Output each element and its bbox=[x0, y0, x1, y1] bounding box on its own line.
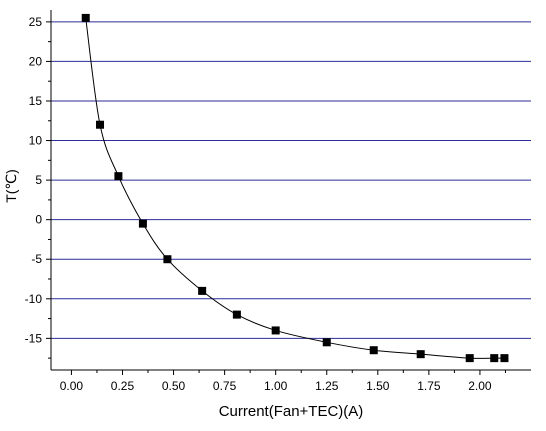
data-point-10 bbox=[416, 350, 425, 359]
x-tick-label-4: 1.00 bbox=[264, 379, 288, 393]
y-tick-label-0: -15 bbox=[25, 331, 43, 345]
grid-layer bbox=[51, 21, 531, 339]
ticks-layer: -15 -10 -5 0 5 10 15 20 25 0.00 0.25 0.50 0.75 1.00 1.… bbox=[25, 15, 506, 393]
data-point-11 bbox=[465, 354, 474, 363]
x-tick-label-8: 2.00 bbox=[468, 379, 492, 393]
data-point-13 bbox=[500, 354, 509, 363]
curve-layer bbox=[85, 17, 505, 359]
data-point-5 bbox=[198, 286, 207, 295]
y-tick-label-5: 10 bbox=[29, 134, 43, 148]
x-tick-label-1: 0.25 bbox=[111, 379, 135, 393]
data-point-3 bbox=[138, 219, 147, 228]
x-tick-label-3: 0.75 bbox=[213, 379, 237, 393]
x-tick-label-6: 1.50 bbox=[366, 379, 390, 393]
data-point-0 bbox=[81, 13, 90, 22]
y-tick-label-8: 25 bbox=[29, 15, 43, 29]
data-point-4 bbox=[163, 255, 172, 264]
x-axis-title: Current(Fan+TEC)(A) bbox=[219, 403, 364, 420]
x-tick-label-7: 1.75 bbox=[417, 379, 441, 393]
x-tick-label-0: 0.00 bbox=[60, 379, 84, 393]
x-tick-label-2: 0.50 bbox=[162, 379, 186, 393]
y-tick-label-6: 15 bbox=[29, 94, 43, 108]
data-point-12 bbox=[490, 354, 499, 363]
y-tick-label-7: 20 bbox=[29, 54, 43, 68]
y-tick-label-3: 0 bbox=[35, 213, 42, 227]
x-tick-label-5: 1.25 bbox=[315, 379, 339, 393]
points-layer bbox=[81, 13, 509, 363]
data-point-8 bbox=[322, 338, 331, 347]
y-tick-label-1: -10 bbox=[25, 292, 43, 306]
data-point-6 bbox=[232, 310, 241, 319]
y-tick-label-2: -5 bbox=[31, 252, 42, 266]
data-point-7 bbox=[271, 326, 280, 335]
y-tick-label-4: 5 bbox=[35, 173, 42, 187]
y-axis-title: T(℃) bbox=[3, 169, 19, 203]
series-curve bbox=[85, 17, 505, 359]
axes-layer bbox=[50, 10, 531, 371]
data-point-1 bbox=[96, 120, 105, 129]
data-point-2 bbox=[114, 172, 123, 181]
data-point-9 bbox=[369, 346, 378, 355]
